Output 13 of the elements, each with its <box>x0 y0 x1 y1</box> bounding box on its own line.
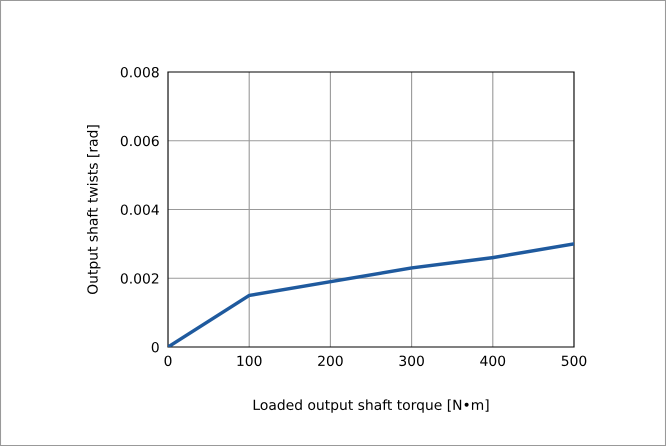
x-tick-label: 500 <box>562 356 586 366</box>
y-tick-label: 0 <box>152 342 159 352</box>
x-tick-label: 0 <box>164 356 172 366</box>
y-tick-label: 0.004 <box>120 204 159 215</box>
y-tick-label: 0.002 <box>120 273 158 284</box>
x-tick-label: 200 <box>318 356 343 366</box>
x-tick-label: 100 <box>237 356 262 366</box>
y-tick-label: 0.008 <box>120 66 159 78</box>
x-tick-label: 400 <box>480 356 506 366</box>
x-tick-label: 300 <box>399 356 424 366</box>
y-axis-title: Output shaft twists [rad] <box>87 125 100 294</box>
x-axis-title: Loaded output shaft torque [N•m] <box>254 399 488 413</box>
y-tick-label: 0.006 <box>120 136 159 146</box>
